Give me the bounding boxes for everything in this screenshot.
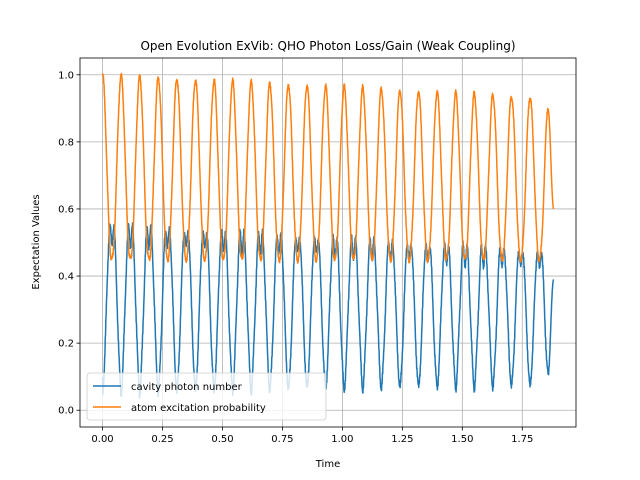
x-tick-label: 0.00 — [91, 434, 113, 445]
x-axis: 0.00 0.25 0.50 0.75 1.00 1.25 1.50 1.75 — [91, 427, 533, 445]
x-tick-label: 0.25 — [151, 434, 173, 445]
x-tick-label: 1.50 — [451, 434, 473, 445]
y-tick-label: 1.0 — [58, 70, 74, 81]
legend: cavity photon number atom excitation pro… — [86, 372, 327, 421]
series-line-atom-excitation-probability — [101, 72, 555, 264]
x-axis-label: Time — [315, 459, 340, 470]
legend-label-cavity: cavity photon number — [131, 382, 243, 393]
y-tick-label: 0.4 — [58, 272, 74, 283]
y-tick-label: 0.8 — [58, 137, 74, 148]
x-tick-label: 0.50 — [211, 434, 233, 445]
y-axis: 0.0 0.2 0.4 0.6 0.8 1.0 — [58, 70, 80, 417]
chart-title: Open Evolution ExVib: QHO Photon Loss/Ga… — [140, 39, 515, 53]
y-tick-label: 0.0 — [58, 406, 74, 417]
y-tick-label: 0.2 — [58, 339, 74, 350]
x-tick-label: 1.00 — [331, 434, 353, 445]
x-tick-label: 1.25 — [391, 434, 413, 445]
x-tick-label: 1.75 — [511, 434, 533, 445]
y-axis-label: Expectation Values — [31, 194, 42, 289]
x-tick-label: 0.75 — [271, 434, 293, 445]
legend-label-atom: atom excitation probability — [131, 403, 266, 414]
legend-box — [86, 372, 327, 421]
y-tick-label: 0.6 — [58, 204, 74, 215]
plot-frame — [79, 57, 577, 428]
